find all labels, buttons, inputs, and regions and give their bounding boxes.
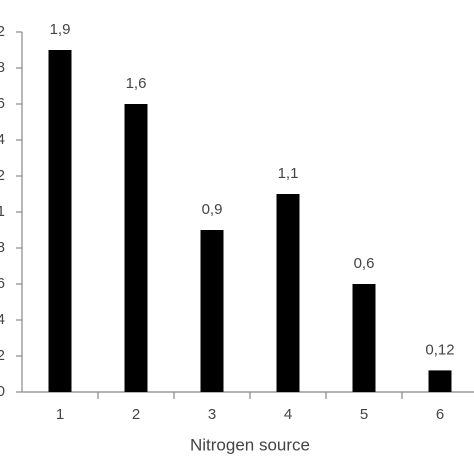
y-tick-label: 1,8 xyxy=(0,59,5,76)
x-tick-label: 4 xyxy=(284,406,292,423)
bar xyxy=(276,194,300,392)
value-label: 1,6 xyxy=(126,75,147,92)
bar xyxy=(48,50,72,392)
y-tick-label: 2 xyxy=(0,23,5,40)
value-label: 0,6 xyxy=(354,255,375,272)
bar xyxy=(124,104,148,392)
value-label: 1,1 xyxy=(278,165,299,182)
y-tick-label: 1,2 xyxy=(0,167,5,184)
y-tick-label: 1,6 xyxy=(0,95,5,112)
x-tick-label: 5 xyxy=(360,406,368,423)
x-tick-label: 3 xyxy=(208,406,216,423)
x-axis-label: Nitrogen source xyxy=(190,435,310,454)
y-tick-label: 0,6 xyxy=(0,275,5,292)
y-tick-label: 0,2 xyxy=(0,347,5,364)
y-tick-label: 0 xyxy=(0,383,5,400)
bar xyxy=(352,284,376,392)
x-tick-label: 2 xyxy=(132,406,140,423)
y-tick-label: 0,4 xyxy=(0,311,5,328)
y-tick-label: 0,8 xyxy=(0,239,5,256)
value-label: 0,9 xyxy=(202,201,223,218)
x-tick-label: 6 xyxy=(436,406,444,423)
bar xyxy=(428,370,452,392)
x-tick-label: 1 xyxy=(56,406,64,423)
y-tick-label: 1,4 xyxy=(0,131,5,148)
value-label: 0,12 xyxy=(425,341,454,358)
y-tick-label: 1 xyxy=(0,203,5,220)
value-label: 1,9 xyxy=(50,21,71,38)
bar xyxy=(200,230,224,392)
